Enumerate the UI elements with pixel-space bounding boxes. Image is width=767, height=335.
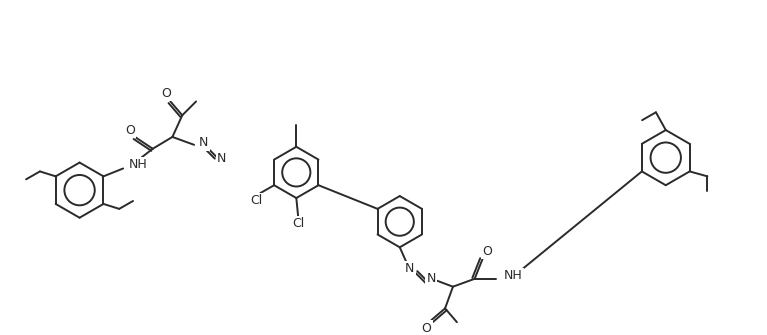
Text: O: O (421, 322, 431, 335)
Text: N: N (199, 136, 209, 149)
Text: O: O (162, 87, 172, 100)
Text: O: O (482, 245, 492, 258)
Text: N: N (426, 272, 436, 285)
Text: O: O (125, 124, 135, 137)
Text: Cl: Cl (292, 217, 304, 230)
Text: NH: NH (129, 158, 148, 171)
Text: Cl: Cl (250, 195, 262, 207)
Text: N: N (405, 262, 414, 275)
Text: N: N (217, 152, 226, 165)
Text: NH: NH (504, 269, 523, 282)
